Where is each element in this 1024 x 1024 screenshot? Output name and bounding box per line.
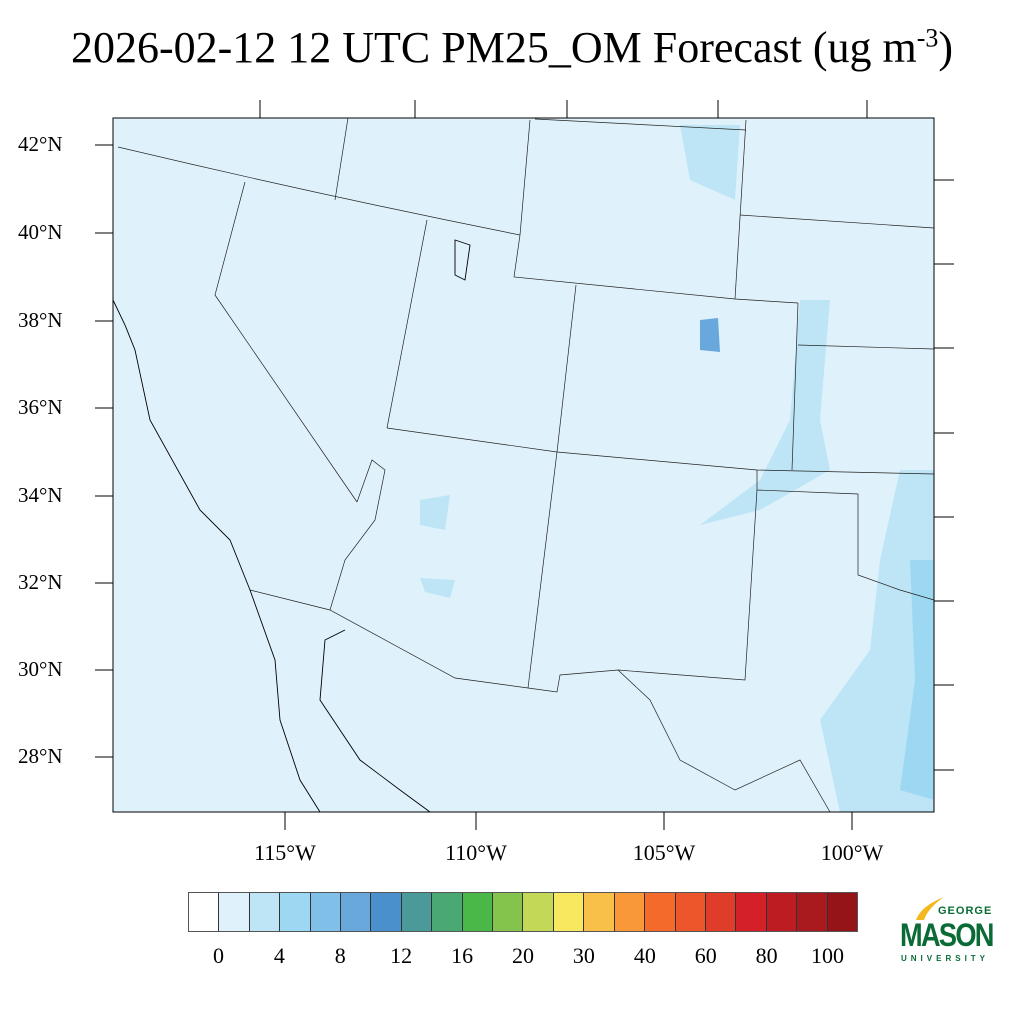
colorbar-swatch xyxy=(189,893,220,931)
colorbar-label: 16 xyxy=(451,943,474,968)
colorbar-label: 20 xyxy=(512,943,534,968)
state-boundaries xyxy=(117,117,935,813)
colorbar-label: 0 xyxy=(212,943,224,968)
coastline xyxy=(112,239,471,813)
colorbar-swatch xyxy=(280,893,311,931)
lat-label: 36°N xyxy=(18,395,63,419)
colorbar-swatch xyxy=(310,893,342,931)
lat-label: 42°N xyxy=(18,132,63,156)
colorbar-swatch xyxy=(523,893,554,931)
colorbar-swatch xyxy=(705,893,737,931)
colorbar-label: 80 xyxy=(755,943,778,968)
colorbar xyxy=(188,892,858,932)
colorbar-swatch xyxy=(371,893,402,931)
lat-label: 32°N xyxy=(18,570,63,594)
colorbar-swatch xyxy=(341,893,372,931)
colorbar-swatch xyxy=(584,893,615,931)
lat-label: 40°N xyxy=(18,220,63,244)
colorbar-label: 8 xyxy=(334,943,346,968)
map-frame xyxy=(112,117,935,813)
colorbar-swatch xyxy=(401,893,433,931)
axis-ticks xyxy=(95,100,954,830)
colorbar-label: 60 xyxy=(694,943,717,968)
colorbar-label: 100 xyxy=(811,943,845,968)
colorbar-swatch xyxy=(645,893,676,931)
colorbar-label: 4 xyxy=(273,943,285,968)
lat-label: 28°N xyxy=(18,744,63,768)
colorbar-swatch xyxy=(766,893,798,931)
colorbar-swatch xyxy=(736,893,767,931)
lat-label: 34°N xyxy=(18,483,63,507)
lon-label: 110°W xyxy=(445,840,507,865)
lat-label: 38°N xyxy=(18,308,63,332)
logo-line1: GEORGE xyxy=(938,905,993,917)
colorbar-swatch xyxy=(462,893,494,931)
colorbar-swatch xyxy=(614,893,646,931)
title-end: ) xyxy=(938,23,954,72)
colorbar-swatch xyxy=(219,893,250,931)
lat-label: 30°N xyxy=(18,657,63,681)
colorbar-label: 40 xyxy=(633,943,656,968)
lon-label: 115°W xyxy=(254,840,316,865)
colorbar-swatch xyxy=(675,893,706,931)
logo-line2: MASON xyxy=(900,917,994,953)
colorbar-swatch xyxy=(249,893,281,931)
colorbar-swatch xyxy=(827,893,857,931)
plot-title: 2026-02-12 12 UTC PM25_OM Forecast (ug m… xyxy=(0,22,1024,73)
gmu-logo: GEORGE MASON UNIVERSITY xyxy=(898,896,1002,968)
colorbar-label: 12 xyxy=(390,943,413,968)
colorbar-swatch xyxy=(493,893,524,931)
logo-line3: UNIVERSITY xyxy=(901,954,990,963)
colorbar-swatch xyxy=(432,893,463,931)
colorbar-label: 30 xyxy=(572,943,595,968)
lon-label: 105°W xyxy=(632,840,696,865)
colorbar-swatch xyxy=(553,893,585,931)
lon-label: 100°W xyxy=(820,840,884,865)
swoosh-icon xyxy=(916,897,944,920)
title-text: 2026-02-12 12 UTC PM25_OM Forecast (ug m xyxy=(70,23,917,72)
title-superscript: -3 xyxy=(916,23,939,53)
concentration-patches xyxy=(420,125,934,812)
colorbar-swatch xyxy=(797,893,828,931)
